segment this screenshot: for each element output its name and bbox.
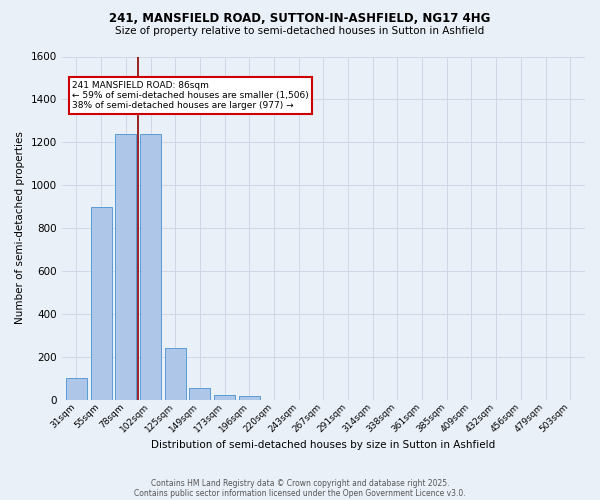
Bar [91, 206, 112, 400]
Bar [165, 348, 186, 400]
Bar [214, 396, 235, 400]
Bar [140, 134, 161, 400]
Text: 241, MANSFIELD ROAD, SUTTON-IN-ASHFIELD, NG17 4HG: 241, MANSFIELD ROAD, SUTTON-IN-ASHFIELD,… [109, 12, 491, 26]
Text: 241 MANSFIELD ROAD: 86sqm
← 59% of semi-detached houses are smaller (1,506)
38% : 241 MANSFIELD ROAD: 86sqm ← 59% of semi-… [72, 80, 309, 110]
Bar [239, 396, 260, 400]
X-axis label: Distribution of semi-detached houses by size in Sutton in Ashfield: Distribution of semi-detached houses by … [151, 440, 496, 450]
Text: Size of property relative to semi-detached houses in Sutton in Ashfield: Size of property relative to semi-detach… [115, 26, 485, 36]
Text: Contains public sector information licensed under the Open Government Licence v3: Contains public sector information licen… [134, 488, 466, 498]
Bar [115, 134, 136, 400]
Text: Contains HM Land Registry data © Crown copyright and database right 2025.: Contains HM Land Registry data © Crown c… [151, 478, 449, 488]
Y-axis label: Number of semi-detached properties: Number of semi-detached properties [15, 132, 25, 324]
Bar [66, 378, 87, 400]
Bar [190, 388, 211, 400]
